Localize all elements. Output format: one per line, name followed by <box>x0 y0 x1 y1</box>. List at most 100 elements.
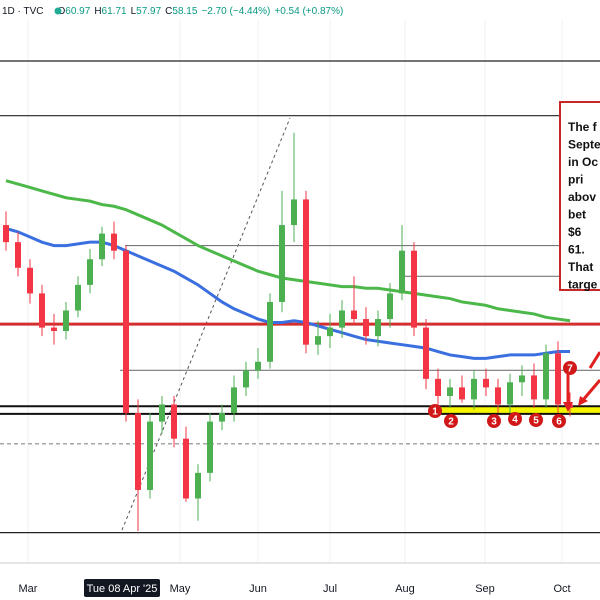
x-tick-label: May <box>170 583 191 595</box>
candle-body <box>147 421 153 490</box>
marker-circle <box>428 404 442 418</box>
candle-body <box>39 293 45 328</box>
candle-body <box>207 421 213 473</box>
support-zone <box>440 406 600 414</box>
candle-body <box>363 319 369 337</box>
candle-body <box>75 284 81 311</box>
candle-body <box>51 327 57 332</box>
plot: 12 3 4 5 6 7 <box>0 60 600 534</box>
x-tick-label: Aug <box>395 583 415 595</box>
ohlc-value: 60.97 <box>65 6 90 17</box>
candle-body <box>15 242 21 268</box>
marker-circle <box>508 412 522 426</box>
candle-body <box>87 259 93 285</box>
ohlc-label: O <box>58 6 66 17</box>
candle-body <box>303 199 309 345</box>
annotation-line: in Oc <box>568 155 598 169</box>
annotation-line: bet <box>568 208 586 222</box>
candle-body <box>27 267 33 294</box>
candle-body <box>231 387 237 414</box>
candle-body <box>435 378 441 396</box>
marker-circle <box>444 414 458 428</box>
annotation: The f Septe in Oc pri abov bet $6 61. That targe <box>568 120 600 292</box>
ohlc-value: 58.15 <box>172 6 197 17</box>
annotation-line: Septe <box>568 138 600 152</box>
candle-body <box>387 293 393 320</box>
candle-body <box>243 370 249 388</box>
ohlc-label: C <box>165 6 172 17</box>
x-tick-label: Oct <box>553 583 570 595</box>
candle-body <box>195 472 201 499</box>
header: 1D · TVC O60.97 H61.71 L57.97 C58.15 −2.70 (−… <box>2 6 343 17</box>
candle-body <box>495 387 501 405</box>
candle-body <box>315 336 321 345</box>
candle-body <box>375 319 381 337</box>
candle-body <box>111 233 117 251</box>
candle-body <box>183 438 189 499</box>
ohlc-label: L <box>131 6 137 17</box>
candle-body <box>171 404 177 439</box>
marker-label: 4 <box>512 415 518 426</box>
extra: +0.54 (+0.87%) <box>274 6 343 17</box>
marker-circle <box>487 414 501 428</box>
candle-body <box>3 225 9 243</box>
x-tick-label: Tue 08 Apr '25 <box>87 583 158 595</box>
candle-body <box>423 327 429 379</box>
candle-body <box>63 310 69 332</box>
annotation-line: $6 <box>568 225 582 239</box>
x-tick-label: Jun <box>249 583 267 595</box>
candle-body <box>123 250 129 414</box>
annotation-line: 61. <box>568 243 585 257</box>
candle-body <box>399 250 405 294</box>
candle-body <box>339 310 345 328</box>
candle-body <box>471 378 477 400</box>
annotation-line: targe <box>568 278 598 292</box>
candle-body <box>483 378 489 388</box>
marker-label: 7 <box>567 364 573 375</box>
change: −2.70 (−4.44%) <box>201 6 270 17</box>
candle-body <box>99 233 105 260</box>
marker-label: 5 <box>533 416 539 427</box>
candle-body <box>255 361 261 371</box>
crosshair-label-bg <box>84 579 160 597</box>
arrow <box>588 351 600 369</box>
candle-body <box>555 353 561 405</box>
candle-body <box>411 250 417 328</box>
candle-body <box>351 310 357 320</box>
marker-label: 2 <box>448 417 454 428</box>
marker-circle <box>529 413 543 427</box>
candle-body <box>531 375 537 400</box>
x-tick-label: Mar <box>19 583 38 595</box>
candle-body <box>279 225 285 302</box>
candle-body <box>519 375 525 383</box>
ohlc-label: H <box>94 6 101 17</box>
candle-body <box>459 387 465 400</box>
arrow <box>581 379 600 401</box>
candle-body <box>219 413 225 422</box>
marker-label: 3 <box>491 417 497 428</box>
candle-body <box>507 382 513 405</box>
x-axis-labels: Mar Tue 08 Apr '25 May Jun Jul Aug Sep Oct <box>19 579 571 597</box>
header-bar <box>0 0 600 20</box>
annotation-line: That <box>568 260 593 274</box>
arrow-head <box>578 396 588 406</box>
ohlc-value: 57.97 <box>136 6 161 17</box>
candle-body <box>159 404 165 422</box>
annotation-line: pri <box>568 173 583 187</box>
annotation-box <box>559 101 600 291</box>
ohlc-value: 61.71 <box>102 6 127 17</box>
candle-body <box>267 301 273 362</box>
annotation-line: The f <box>568 120 598 134</box>
marker-circle <box>563 361 577 375</box>
marker-circle <box>552 414 566 428</box>
annotation-line: abov <box>568 190 596 204</box>
x-tick-label: Jul <box>323 583 337 595</box>
arrow-head <box>563 402 573 412</box>
marker-label: 1 <box>432 407 438 418</box>
candle-body <box>447 387 453 396</box>
marker-label: 6 <box>556 417 562 428</box>
status-dot <box>54 7 62 15</box>
candle-body <box>135 413 141 490</box>
symbol: 1D · TVC <box>2 6 44 17</box>
